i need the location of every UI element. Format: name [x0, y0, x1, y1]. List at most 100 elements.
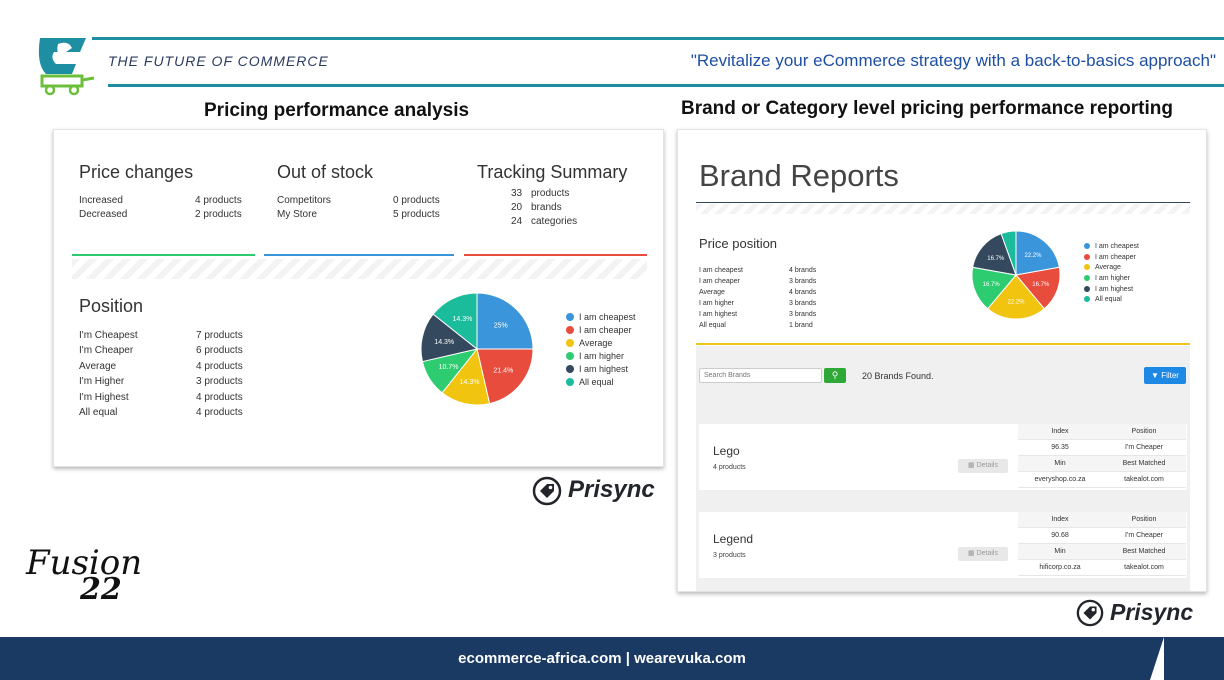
pie-slice-label: 16.7%: [1032, 282, 1050, 288]
position-value: I'm Cheaper: [1102, 528, 1186, 544]
position-label: All equal: [79, 407, 118, 418]
legend-dot: [566, 352, 574, 360]
pie-slice: [420, 313, 479, 363]
legend-item: I am cheapest: [566, 312, 636, 322]
pie-slice-label: 14.3%: [434, 339, 454, 346]
prisync-logo-icon: [532, 476, 562, 506]
out-of-stock-value: 0 products: [393, 195, 440, 206]
pie-slice: [1015, 266, 1061, 310]
price-position-label: I am cheaper: [699, 278, 740, 285]
tracking-count: 24: [511, 216, 523, 227]
index-value: 90.68: [1018, 528, 1102, 544]
legend-dot: [1084, 296, 1090, 302]
brand-name: Legend: [713, 532, 754, 546]
legend-item: All equal: [566, 377, 614, 387]
legend-item: All equal: [1084, 296, 1122, 303]
position-value: 4 products: [196, 392, 243, 403]
tracking-count: 20: [511, 202, 523, 213]
header-quote: "Revitalize your eCommerce strategy with…: [690, 51, 1216, 70]
legend-dot: [1084, 264, 1090, 270]
legend-label: I am higher: [579, 351, 625, 361]
legend-label: Average: [579, 338, 613, 348]
legend-label: I am cheaper: [579, 325, 632, 335]
tracking-summary-card: Tracking Summary 33 products 20 brands 2…: [464, 148, 647, 256]
pie-slice-label: 10.7%: [439, 364, 459, 371]
right-section-title: Brand or Category level pricing performa…: [681, 98, 1173, 119]
brand-stats-table: Index Position 90.68 I'm Cheaper Min Bes…: [1018, 512, 1186, 578]
price-position-value: 3 brands: [789, 311, 817, 318]
position-row: I'm Highest 4 products: [79, 392, 249, 403]
legend-label: I am higher: [1095, 275, 1131, 282]
out-of-stock-accent-line: [264, 254, 454, 256]
brand-reports-title: Brand Reports: [699, 158, 899, 193]
pie-slice: [987, 274, 1045, 320]
price-position-row: Average 4 brands: [699, 289, 839, 296]
search-button[interactable]: ⚲: [824, 368, 846, 383]
funnel-icon: ▼: [1151, 371, 1159, 380]
footer-bar: [0, 637, 1224, 680]
legend-dot: [1084, 275, 1090, 281]
legend-dot: [1084, 254, 1090, 260]
position-label: I'm Higher: [79, 376, 125, 387]
pie-slice-label: 25%: [494, 323, 508, 330]
table-header: Min: [1018, 456, 1102, 472]
tracking-label: brands: [531, 202, 562, 213]
legend-item: I am highest: [566, 364, 628, 374]
min-store: everyshop.co.za: [1018, 472, 1102, 488]
header-top-rule: [92, 37, 1224, 40]
pie-slice: [441, 347, 491, 406]
table-header: Min: [1018, 544, 1102, 560]
tracking-summary-title: Tracking Summary: [477, 162, 628, 182]
legend-dot: [566, 339, 574, 347]
filter-button[interactable]: ▼ Filter: [1144, 367, 1186, 384]
legend-dot: [1084, 286, 1090, 292]
price-position-label: Average: [699, 289, 725, 296]
best-matched-store: takealot.com: [1102, 560, 1186, 576]
out-of-stock-label: Competitors: [277, 195, 331, 206]
index-value: 96.35: [1018, 440, 1102, 456]
legend-item: I am higher: [566, 351, 624, 361]
price-changes-label: Increased: [79, 195, 123, 206]
legend-label: Average: [1095, 264, 1121, 271]
details-button[interactable]: ▦ Details: [958, 547, 1008, 561]
prisync-logo-text: Prisync: [568, 476, 655, 503]
pie-slice: [972, 232, 1017, 276]
price-position-label: I am highest: [699, 311, 738, 318]
decorative-band: [696, 204, 1190, 214]
legend-item: I am highest: [1084, 286, 1133, 293]
position-row: I'm Cheaper 6 products: [79, 345, 249, 356]
out-of-stock-label: My Store: [277, 209, 318, 220]
price-position-label: All equal: [699, 322, 726, 329]
table-header: Position: [1102, 512, 1186, 528]
prisync-logo-icon: [1076, 599, 1104, 627]
price-position-value: 4 brands: [789, 267, 817, 274]
legend-item: I am higher: [1084, 275, 1130, 282]
pie-slice-label: 16.7%: [983, 282, 1001, 288]
position-pie-chart: 25% 21.4% 14.3% 10.7% 14.3% 14.3%: [420, 292, 534, 406]
position-label: I'm Cheapest: [79, 330, 138, 341]
legend-label: All equal: [1095, 296, 1122, 303]
pie-slice-label: 16.7%: [987, 256, 1005, 262]
footer-links: ecommerce-africa.com | wearevuka.com: [458, 650, 746, 667]
position-value: 7 products: [196, 330, 243, 341]
legend-item: I am cheaper: [566, 325, 632, 335]
tracking-label: categories: [531, 216, 578, 227]
legend-item: I am cheaper: [1084, 254, 1136, 261]
price-changes-accent-line: [72, 254, 255, 256]
search-brands-input[interactable]: [699, 368, 822, 383]
table-header: Best Matched: [1102, 456, 1186, 472]
price-position-row: All equal 1 brand: [699, 322, 839, 329]
search-icon: ⚲: [831, 370, 839, 380]
header-bottom-rule: [108, 84, 1224, 87]
details-button[interactable]: ▦ Details: [958, 459, 1008, 473]
price-changes-title: Price changes: [79, 162, 194, 182]
position-row: I'm Cheapest 7 products: [79, 330, 249, 341]
position-value: I'm Cheaper: [1102, 440, 1186, 456]
position-row: Average 4 products: [79, 361, 249, 372]
legend-dot: [1084, 243, 1090, 249]
legend-label: I am cheapest: [579, 312, 636, 322]
brand-card: Legend 3 products ▦ Details Index Positi…: [699, 512, 1187, 578]
price-changes-label: Decreased: [79, 209, 128, 220]
out-of-stock-value: 5 products: [393, 209, 440, 220]
legend-dot: [566, 365, 574, 373]
